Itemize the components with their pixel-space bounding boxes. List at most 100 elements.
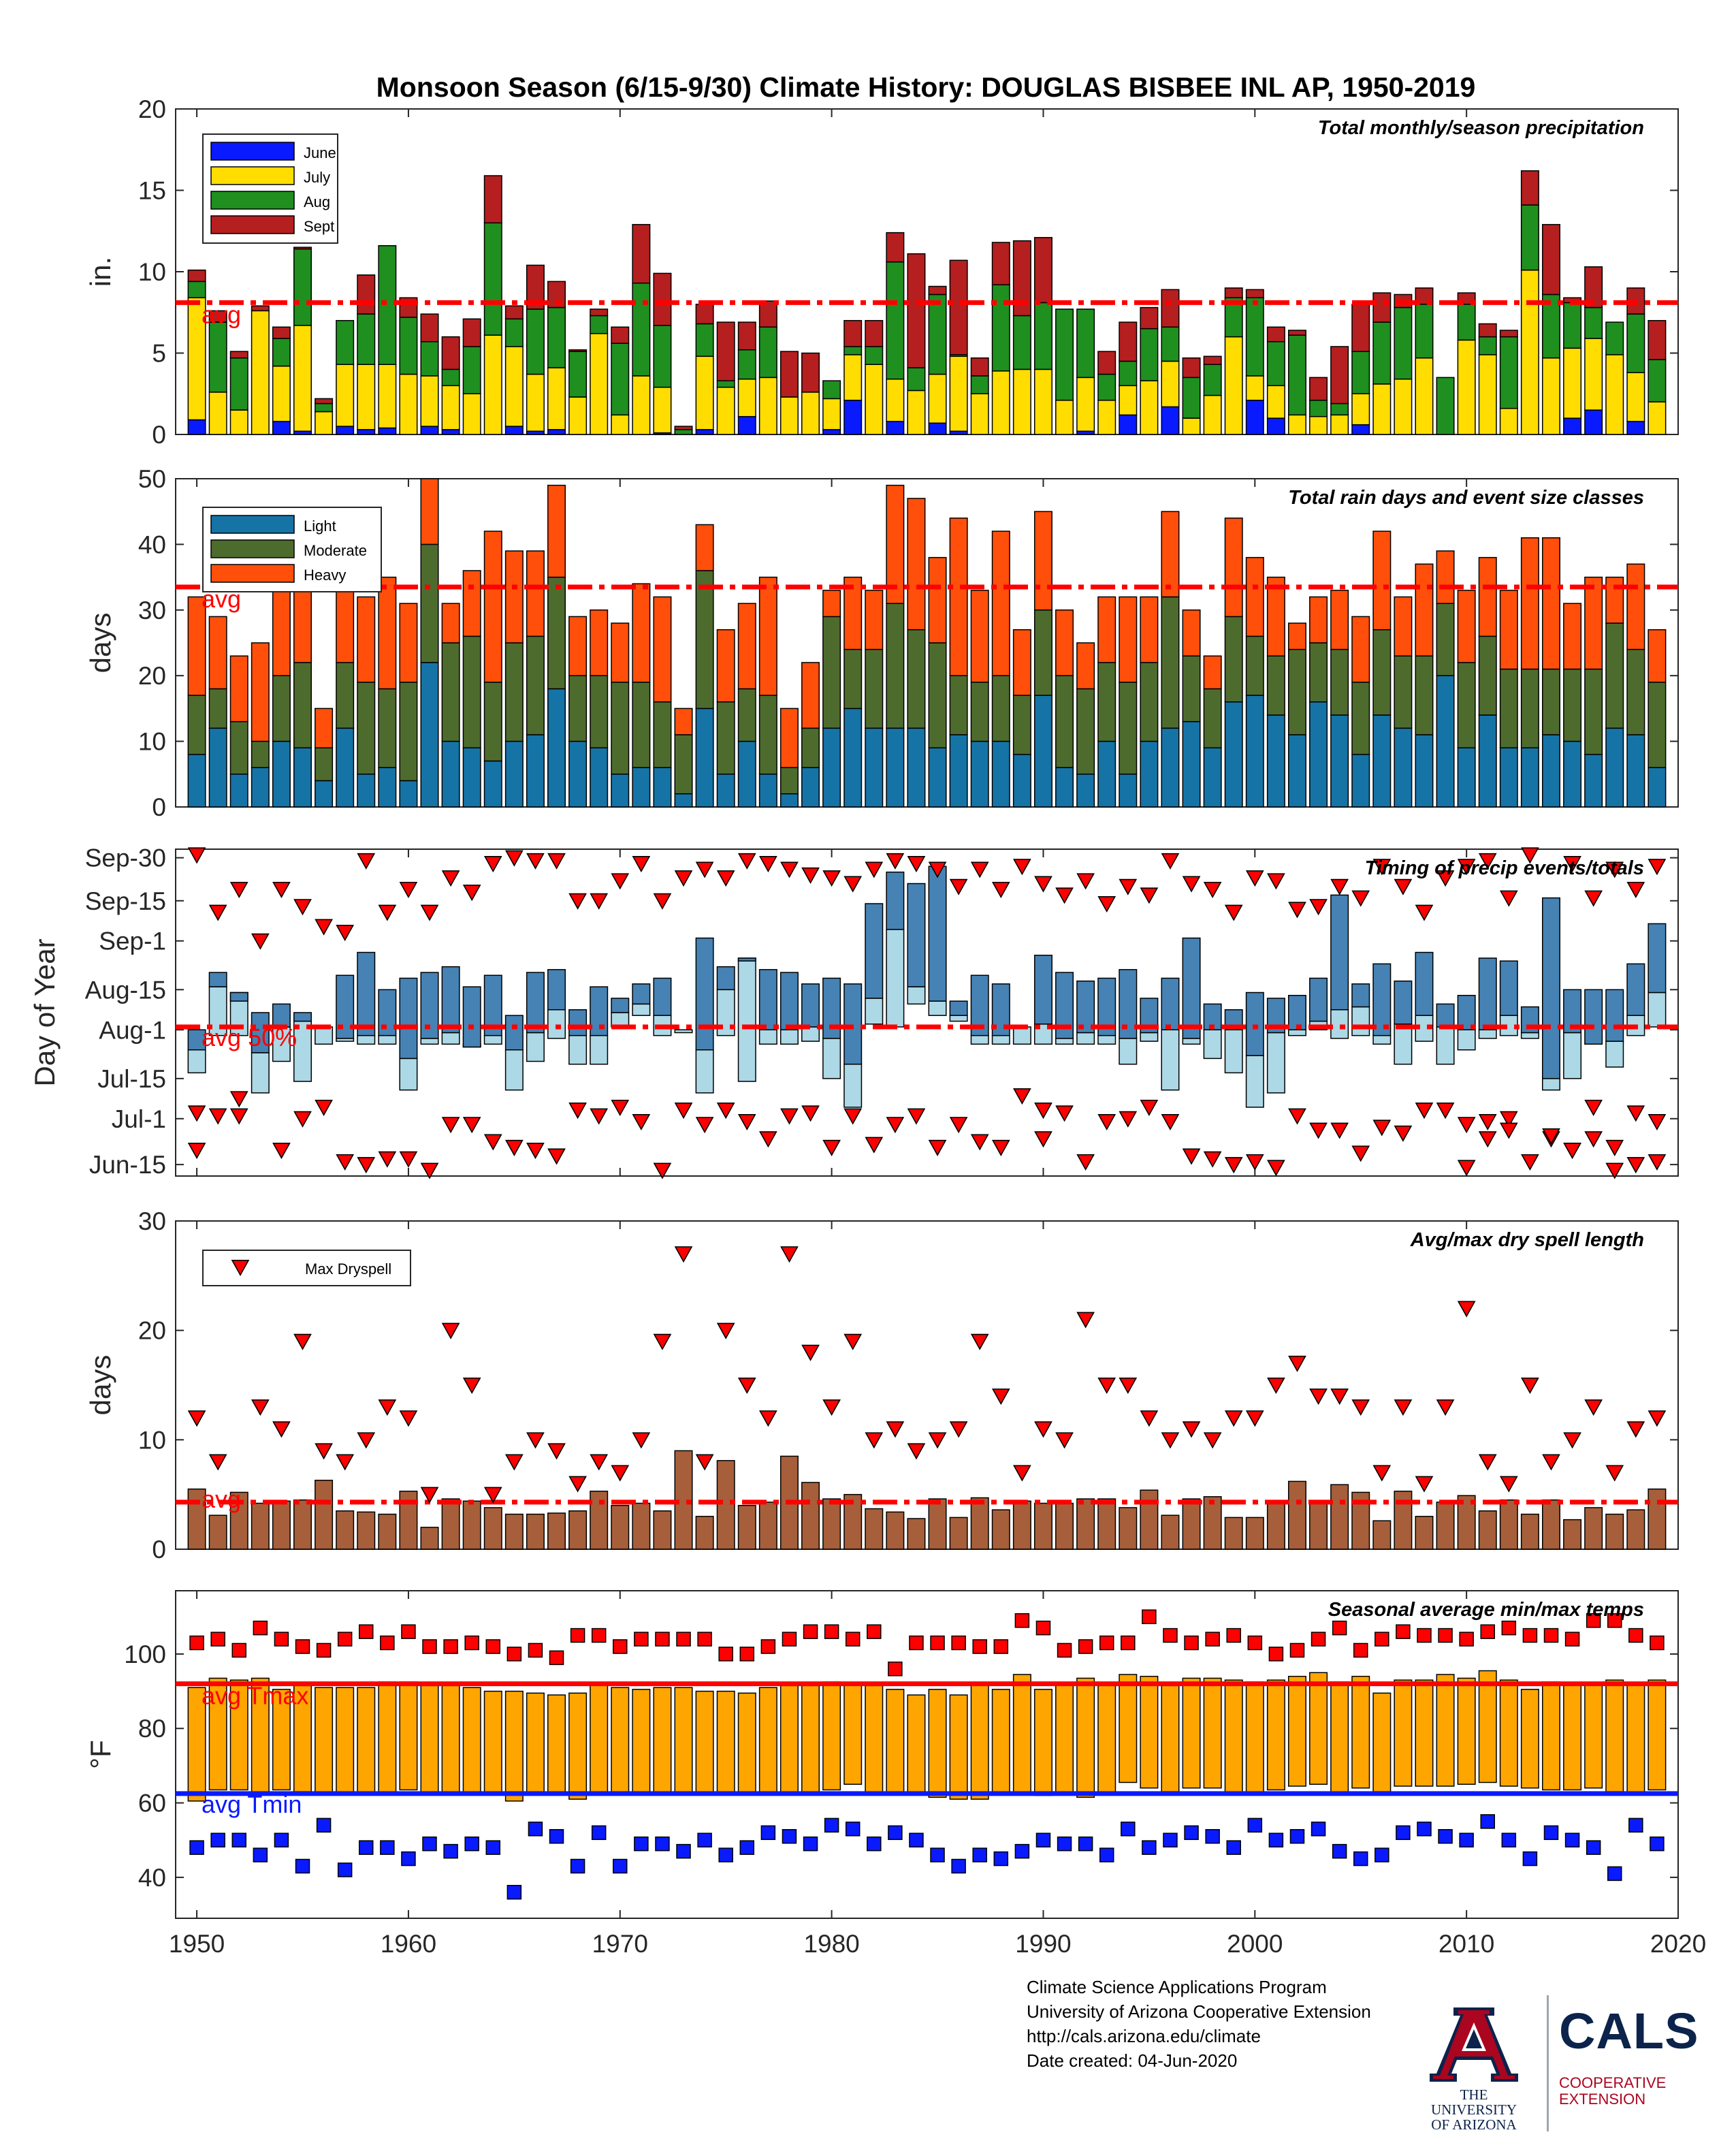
timing-early-marker: [1584, 1131, 1603, 1148]
temp-range-bar: [632, 1689, 651, 1794]
tmax-marker: [867, 1624, 882, 1639]
tmax-marker: [1268, 1647, 1284, 1662]
temp-range-bar: [1309, 1672, 1328, 1785]
tmin-marker: [782, 1829, 797, 1844]
timing-early-marker: [1013, 1088, 1031, 1105]
timing-late-marker: [399, 881, 418, 898]
raindays-bar: [1541, 668, 1560, 735]
raindays-bar: [420, 478, 439, 545]
raindays-bar: [1287, 734, 1306, 808]
timing-late-marker: [504, 850, 524, 867]
panels-group: 0 5 10 15 20 in. avg June July Aug Sept Total month…: [29, 95, 1706, 1958]
timing-early-marker: [293, 1111, 312, 1128]
timing-late-marker: [187, 847, 206, 864]
timing-upper-box: [1119, 969, 1138, 1039]
timing-lower-box: [907, 986, 926, 1005]
raindays-bar: [1415, 563, 1434, 657]
precip-bar: [483, 175, 502, 224]
raindays-bar: [229, 720, 248, 775]
timing-lower-box: [272, 1026, 291, 1062]
temp-range-bar: [1076, 1677, 1095, 1798]
timing-lower-box: [695, 1049, 714, 1094]
raindays-bar: [1266, 655, 1285, 716]
timing-lower-box: [1563, 1032, 1582, 1079]
raindays-bar: [716, 774, 735, 808]
timing-upper-box: [568, 1009, 588, 1036]
timing-early-marker: [229, 1108, 248, 1125]
tmax-marker: [359, 1624, 374, 1639]
timing-early-marker: [1161, 1114, 1180, 1131]
precip-bar: [1647, 401, 1667, 435]
raindays-bar: [1140, 740, 1159, 808]
timing-late-marker: [1161, 853, 1180, 870]
tmax-marker: [845, 1632, 861, 1647]
timing-upper-box: [843, 983, 863, 1065]
raindays-bar: [716, 701, 735, 775]
raindays-bar: [1119, 682, 1138, 775]
raindays-bar: [462, 570, 481, 637]
precip-bar: [229, 409, 248, 435]
timing-lower-box: [1436, 1026, 1455, 1065]
tmin-marker: [380, 1840, 395, 1855]
temp-range-bar: [758, 1687, 777, 1794]
tmax-marker: [570, 1628, 585, 1643]
precip-bar: [1287, 334, 1306, 416]
tmax-marker: [1205, 1632, 1220, 1647]
timing-late-marker: [801, 867, 820, 884]
timing-late-marker: [229, 881, 248, 898]
raindays-bar: [1541, 537, 1560, 670]
precip-bar: [315, 411, 334, 435]
dryspell-max-marker: [907, 1443, 926, 1460]
raindays-bar: [1478, 556, 1497, 637]
precip-bar: [1119, 360, 1138, 387]
precip-bar: [1266, 385, 1285, 419]
timing-lower-box: [822, 1038, 841, 1079]
raindays-bar: [483, 760, 502, 808]
legend-swatch: [210, 142, 295, 161]
timing-late-marker: [1478, 853, 1497, 870]
y-tick-label: 10: [138, 258, 166, 286]
precip-bar: [1415, 357, 1434, 435]
dryspell-max-marker: [759, 1410, 777, 1427]
tmax-marker: [337, 1632, 353, 1647]
raindays-bar: [1076, 774, 1095, 808]
precip-bar: [779, 351, 799, 398]
raindays-bar: [1372, 714, 1392, 808]
dryspell-max-marker: [695, 1454, 714, 1471]
timing-early-marker: [970, 1134, 989, 1151]
temp-range-bar: [822, 1681, 841, 1791]
precip-bar: [378, 364, 397, 429]
timing-lower-box: [1330, 1009, 1349, 1039]
timing-late-marker: [674, 870, 693, 887]
raindays-bar: [695, 524, 714, 571]
tmin-marker: [760, 1825, 776, 1841]
timing-early-marker: [357, 1157, 376, 1174]
timing-early-marker: [1584, 1099, 1603, 1116]
precip-bar: [504, 346, 524, 427]
dryspell-max-marker: [378, 1399, 397, 1416]
precip-bar: [187, 269, 206, 283]
tmin-marker: [1543, 1825, 1559, 1841]
precip-bar: [949, 355, 968, 432]
precip-bar: [1182, 417, 1201, 435]
dryspell-avg-bar: [737, 1504, 756, 1550]
raindays-bar: [315, 780, 334, 808]
raindays-bar: [674, 708, 693, 735]
tmax-marker: [1375, 1632, 1389, 1647]
timing-upper-box: [272, 1003, 291, 1028]
raindays-bar: [611, 682, 630, 775]
precip-bar: [1266, 417, 1285, 435]
timing-early-marker: [187, 1105, 206, 1122]
timing-early-marker: [632, 1114, 651, 1131]
timing-upper-box: [779, 972, 799, 1031]
raindays-bar: [779, 708, 799, 768]
timing-lower-box: [1097, 1034, 1116, 1045]
raindays-bar: [1182, 720, 1201, 808]
y-tick-label: 50: [138, 465, 166, 493]
timing-lower-box: [399, 1058, 418, 1091]
y-tick-label: Sep-30: [85, 844, 166, 872]
dryspell-avg-bar: [991, 1509, 1010, 1550]
raindays-bar: [293, 590, 312, 663]
timing-late-marker: [483, 856, 502, 873]
dryspell-max-marker: [1478, 1454, 1497, 1471]
